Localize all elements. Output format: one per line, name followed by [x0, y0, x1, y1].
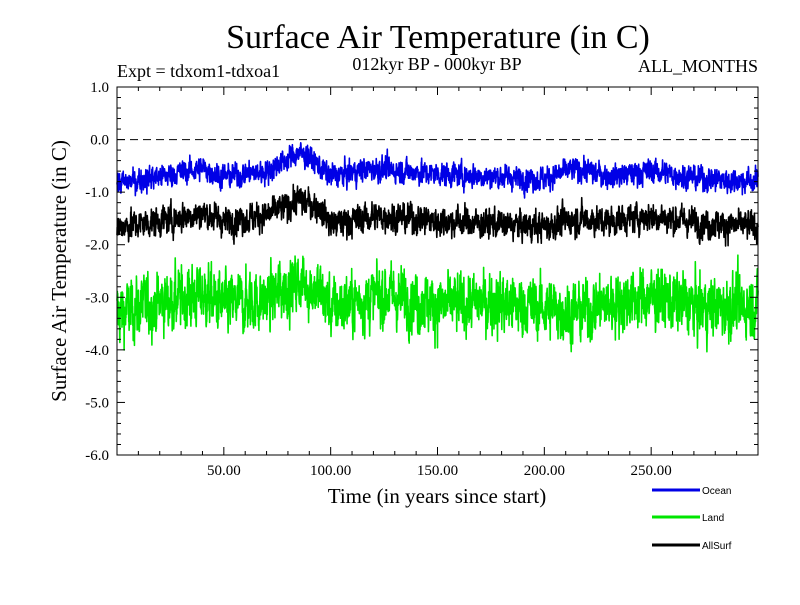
chart-title: Surface Air Temperature (in C): [226, 19, 650, 56]
x-tick-label: 100.00: [310, 463, 351, 479]
y-tick-label: 0.0: [90, 133, 109, 149]
legend-label-land: Land: [702, 513, 724, 524]
y-tick-label: 1.0: [90, 80, 109, 96]
experiment-label: Expt = tdxom1-tdxoa1: [117, 61, 280, 81]
legend: Ocean Land AllSurf: [652, 486, 732, 552]
x-tick-label: 200.00: [524, 463, 565, 479]
y-tick-label: -1.0: [85, 185, 109, 201]
x-axis-label: Time (in years since start): [328, 484, 547, 508]
period-label: 012kyr BP - 000kyr BP: [352, 54, 521, 74]
months-label: ALL_MONTHS: [638, 56, 758, 76]
x-tick-label: 250.00: [631, 463, 672, 479]
x-tick-label: 150.00: [417, 463, 458, 479]
y-tick-label: -2.0: [85, 238, 109, 254]
y-tick-label: -6.0: [85, 448, 109, 464]
ticks-layer: 50.00 100.00 150.00 200.00 250.00 1.0 0.0 -1.0 -…: [85, 80, 758, 479]
y-axis-label: Surface Air Temperature (in C): [47, 140, 71, 402]
legend-label-ocean: Ocean: [702, 486, 731, 497]
legend-label-allsurf: AllSurf: [702, 541, 732, 552]
series-line-land: [116, 254, 759, 353]
y-tick-label: -3.0: [85, 290, 109, 306]
series-line-ocean: [116, 142, 759, 199]
y-tick-label: -4.0: [85, 343, 109, 359]
series-line-allsurf: [116, 183, 759, 247]
y-tick-label: -5.0: [85, 395, 109, 411]
series-layer: [116, 142, 759, 353]
x-tick-label: 50.00: [207, 463, 241, 479]
